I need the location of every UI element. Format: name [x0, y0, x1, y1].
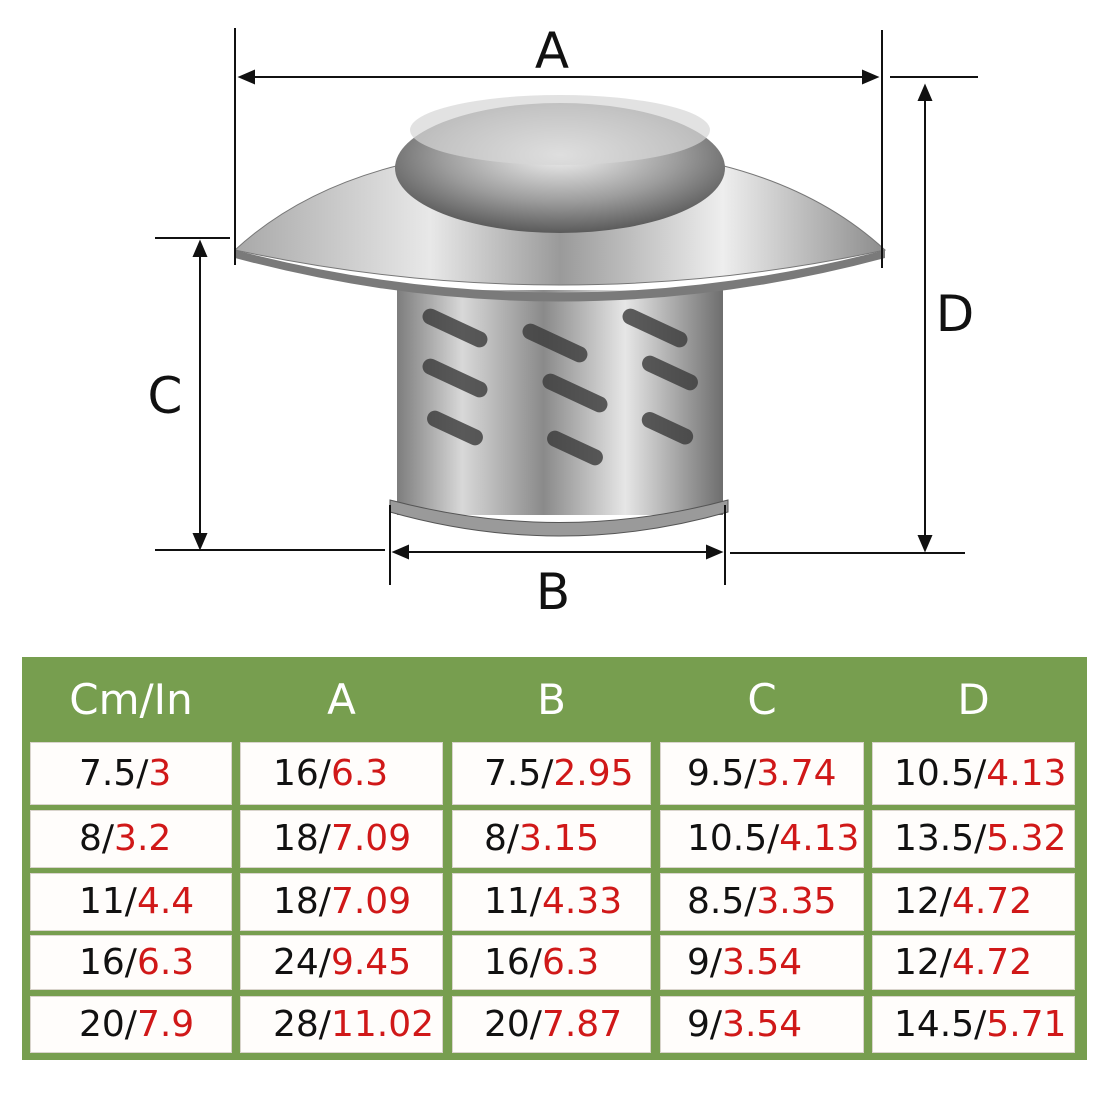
inch-value: 7.09 — [330, 818, 412, 859]
table-cell: 9/3.54 — [660, 935, 864, 990]
dimension-label: A — [535, 22, 569, 80]
table-cell: 8.5/3.35 — [660, 873, 864, 931]
cap-illustration — [233, 95, 887, 537]
inch-value: 7.87 — [541, 1003, 623, 1045]
dimension-label: C — [148, 367, 183, 425]
cm-value: 16/ — [484, 941, 542, 983]
inch-value: 3.74 — [756, 752, 837, 794]
table-cell: 7.5/3 — [30, 742, 232, 805]
cm-value: 16/ — [273, 752, 331, 794]
cm-value: 9.5/ — [687, 752, 757, 794]
inch-value: 3.35 — [756, 881, 837, 922]
inch-value: 4.13 — [779, 818, 860, 859]
inch-value: 11.02 — [330, 1003, 434, 1045]
column-header: C — [747, 675, 777, 724]
inch-value: 5.32 — [986, 818, 1067, 859]
cm-value: 8.5/ — [687, 881, 757, 922]
table-cell: 8/3.2 — [30, 810, 232, 868]
table-cell: 28/11.02 — [240, 996, 443, 1053]
inch-value: 6.3 — [136, 941, 195, 983]
inch-value: 4.72 — [951, 941, 1033, 983]
cm-value: 11/ — [484, 881, 542, 922]
table-cell: 12/4.72 — [872, 873, 1075, 931]
inch-value: 6.3 — [330, 752, 389, 794]
dimension-label: D — [936, 285, 975, 343]
table-cell: 16/6.3 — [30, 935, 232, 990]
inch-value: 4.13 — [986, 752, 1067, 794]
table-cell: 11/4.33 — [452, 873, 651, 931]
table-cell: 9.5/3.74 — [660, 742, 864, 805]
inch-value: 7.9 — [136, 1003, 195, 1045]
column-header: D — [957, 675, 990, 724]
inch-value: 4.72 — [951, 881, 1033, 922]
inch-value: 6.3 — [541, 941, 600, 983]
cm-value: 20/ — [484, 1003, 542, 1045]
inch-value: 3.15 — [519, 818, 600, 859]
cm-value: 12/ — [894, 881, 952, 922]
cm-value: 28/ — [273, 1003, 331, 1045]
table-cell: 8/3.15 — [452, 810, 651, 868]
cm-value: 7.5/ — [484, 752, 554, 794]
cm-value: 18/ — [273, 818, 331, 859]
cm-value: 20/ — [79, 1003, 137, 1045]
table-cell: 18/7.09 — [240, 810, 443, 868]
cm-value: 12/ — [894, 941, 952, 983]
table-cell: 13.5/5.32 — [872, 810, 1075, 868]
cm-value: 11/ — [79, 881, 137, 922]
inch-value: 9.45 — [330, 941, 412, 983]
cm-value: 14.5/ — [894, 1003, 987, 1045]
column-header: A — [327, 675, 356, 724]
cm-value: 24/ — [273, 941, 331, 983]
product-diagram: A B C D — [148, 22, 978, 621]
cm-value: 10.5/ — [894, 752, 987, 794]
table-cell: 24/9.45 — [240, 935, 443, 990]
cm-value: 16/ — [79, 941, 137, 983]
dimension-label: B — [536, 563, 570, 621]
inch-value: 3.54 — [722, 1003, 803, 1045]
cm-value: 18/ — [273, 881, 331, 922]
cm-value: 9/ — [687, 941, 723, 983]
inch-value: 2.95 — [553, 752, 634, 794]
table-cell: 16/6.3 — [452, 935, 651, 990]
size-table: Cm/In A B C D 7.5/3 16/6.3 7.5/2.95 9.5/3.74 10.5… — [22, 657, 1087, 1060]
inch-value: 4.4 — [136, 881, 195, 922]
table-cell: 12/4.72 — [872, 935, 1075, 990]
dimension-lines — [155, 28, 978, 585]
table-cell: 20/7.87 — [452, 996, 651, 1053]
cm-value: 13.5/ — [894, 818, 987, 859]
table-cell: 7.5/2.95 — [452, 742, 651, 805]
cm-value: 8/ — [484, 818, 520, 859]
cm-value: 10.5/ — [687, 818, 780, 859]
table-cell: 10.5/4.13 — [660, 810, 864, 868]
inch-value: 3 — [148, 752, 172, 794]
table-cell: 16/6.3 — [240, 742, 443, 805]
column-header: B — [537, 675, 566, 724]
inch-value: 4.33 — [541, 881, 623, 922]
inch-value: 3.2 — [114, 818, 172, 859]
table-cell: 18/7.09 — [240, 873, 443, 931]
inch-value: 3.54 — [722, 941, 803, 983]
table-cell: 9/3.54 — [660, 996, 864, 1053]
inch-value: 5.71 — [986, 1003, 1067, 1045]
cm-value: 7.5/ — [79, 752, 149, 794]
table-cell: 11/4.4 — [30, 873, 232, 931]
cm-value: 9/ — [687, 1003, 723, 1045]
table-cell: 10.5/4.13 — [872, 742, 1075, 805]
table-cell: 14.5/5.71 — [872, 996, 1075, 1053]
table-cell: 20/7.9 — [30, 996, 232, 1053]
inch-value: 7.09 — [330, 881, 412, 922]
cm-value: 8/ — [79, 818, 115, 859]
column-header: Cm/In — [69, 675, 193, 724]
